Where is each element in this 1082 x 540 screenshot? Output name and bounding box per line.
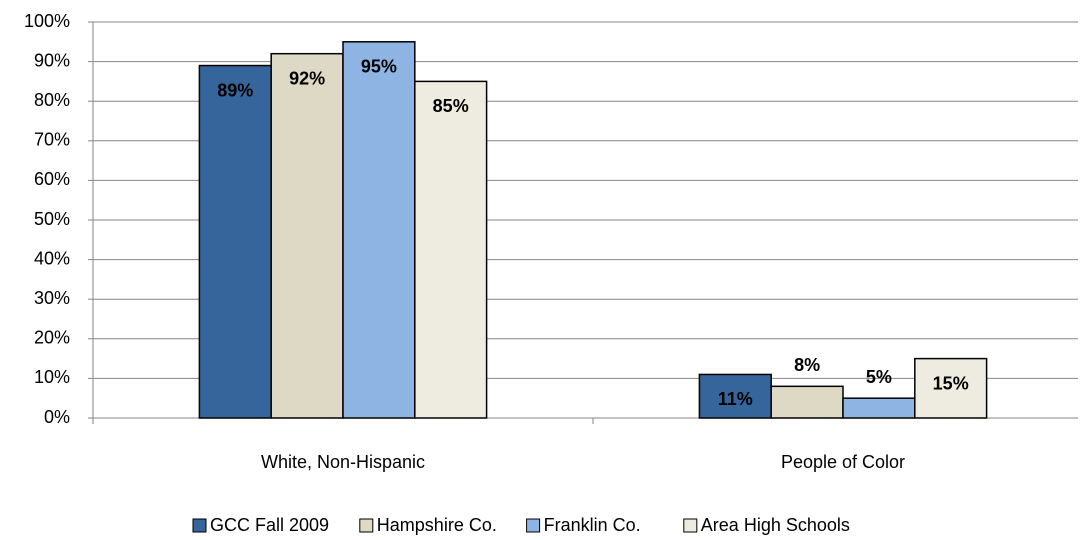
data-label: 15% [933, 373, 969, 393]
legend-label: GCC Fall 2009 [210, 515, 329, 535]
data-label: 85% [433, 96, 469, 116]
data-label: 89% [217, 80, 253, 100]
bar [198, 64, 272, 419]
bar [770, 385, 844, 419]
data-label: 95% [361, 57, 397, 77]
bar [914, 357, 988, 419]
data-label: 8% [794, 355, 820, 375]
data-label: 5% [866, 367, 892, 387]
y-tick-label: 40% [34, 248, 70, 268]
y-tick-label: 30% [34, 288, 70, 308]
y-tick-label: 0% [44, 407, 70, 427]
x-tick-label: People of Color [781, 452, 905, 472]
y-tick-label: 10% [34, 367, 70, 387]
bar [698, 373, 772, 419]
x-tick-label: White, Non-Hispanic [261, 452, 425, 472]
data-label: 92% [289, 68, 325, 88]
bar [414, 80, 488, 419]
legend-label: Franklin Co. [544, 515, 641, 535]
legend-swatch [526, 518, 541, 533]
legend-label: Area High Schools [701, 515, 850, 535]
y-tick-label: 70% [34, 130, 70, 150]
y-tick-label: 100% [24, 11, 70, 31]
bar [342, 41, 416, 419]
data-label: 11% [718, 389, 753, 409]
y-tick-label: 20% [34, 328, 70, 348]
y-tick-label: 50% [34, 209, 70, 229]
legend-label: Hampshire Co. [377, 515, 497, 535]
y-tick-label: 80% [34, 90, 70, 110]
y-tick-label: 90% [34, 50, 70, 70]
legend-swatch [192, 518, 207, 533]
bar [842, 397, 916, 419]
legend-swatch [359, 518, 374, 533]
bar [270, 52, 344, 419]
y-tick-label: 60% [34, 169, 70, 189]
legend-swatch [683, 518, 698, 533]
